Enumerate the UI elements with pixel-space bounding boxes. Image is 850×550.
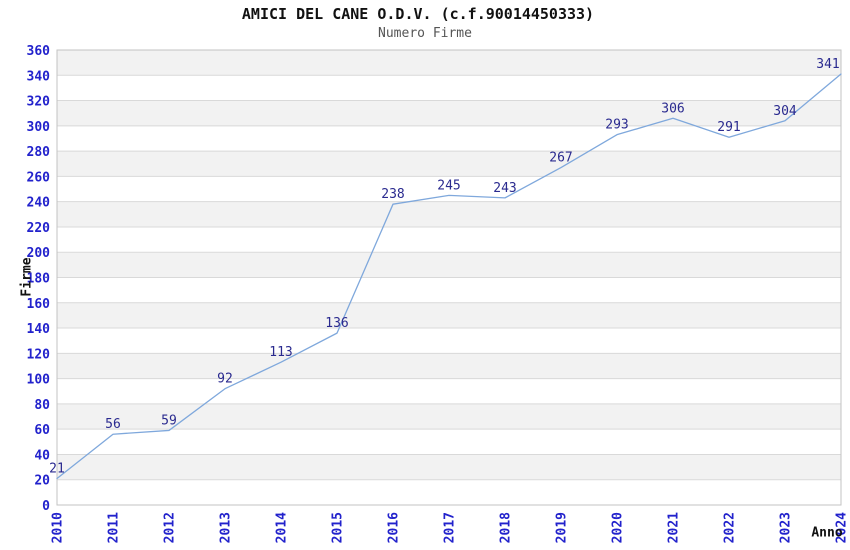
y-tick-label: 320 [27,95,51,110]
x-tick-label: 2020 [611,512,626,543]
data-label: 92 [217,372,233,387]
chart-title: AMICI DEL CANE O.D.V. (c.f.90014450333) [241,5,595,23]
y-tick-label: 0 [42,499,50,514]
plot-band [57,479,841,505]
data-label: 238 [381,187,404,202]
y-tick-label: 180 [27,272,51,287]
data-label: 243 [493,181,516,196]
chart-subtitle: Numero Firme [378,26,472,41]
x-tick-label: 2019 [555,512,570,543]
plot-band [57,176,841,202]
plot-band [57,50,841,76]
y-tick-label: 280 [27,145,51,160]
plot-band [57,429,841,455]
y-tick-label: 140 [27,322,51,337]
plot-band [57,252,841,278]
plot-band [57,226,841,253]
x-tick-label: 2013 [219,512,234,543]
data-label: 59 [161,413,177,428]
y-tick-label: 20 [34,474,50,489]
data-label: 291 [717,120,740,135]
plot-band [57,328,841,354]
data-label: 341 [816,57,839,72]
x-tick-label: 2017 [443,512,458,543]
x-tick-label: 2016 [387,512,402,543]
x-tick-label: 2021 [667,512,682,543]
x-tick-label: 2024 [835,512,850,543]
plot-band [57,100,841,126]
x-tick-label: 2011 [107,512,122,543]
y-tick-label: 40 [34,448,50,463]
plot-band [57,454,841,480]
y-tick-label: 120 [27,347,51,362]
plot-band [57,125,841,152]
y-tick-label: 60 [34,423,50,438]
y-tick-label: 160 [27,297,51,312]
data-label: 113 [269,345,292,360]
y-tick-label: 360 [27,44,51,59]
y-tick-label: 220 [27,221,51,236]
data-label: 136 [325,316,348,331]
series-line [56,73,842,480]
data-label: 21 [49,461,65,476]
y-tick-label: 240 [27,196,51,211]
y-axis-title: Firme [19,257,35,297]
plot-band [57,75,841,101]
data-label: 306 [661,101,684,116]
x-tick-label: 2023 [779,512,794,543]
y-tick-label: 340 [27,69,51,84]
x-tick-label: 2018 [499,512,514,543]
plot-border [56,49,842,506]
plot-band [57,201,841,227]
x-tick-label: 2015 [331,512,346,543]
data-label: 56 [105,417,121,432]
y-tick-label: 100 [27,373,51,388]
x-tick-label: 2012 [163,512,178,543]
y-tick-label: 80 [34,398,50,413]
data-label: 304 [773,104,797,119]
x-tick-label: 2010 [51,512,66,543]
plot-band [57,353,841,379]
x-tick-label: 2014 [275,512,290,543]
data-label: 267 [549,151,572,166]
plot-band [57,378,841,404]
x-tick-label: 2022 [723,512,738,543]
data-label: 245 [437,178,460,193]
x-axis-title: Anno [811,525,843,541]
plot-band [57,277,841,303]
y-tick-label: 260 [27,170,51,185]
y-tick-label: 200 [27,246,51,261]
y-tick-label: 300 [27,120,51,135]
data-label: 293 [605,118,628,133]
plot-band [57,151,841,177]
plot-band [57,302,841,329]
